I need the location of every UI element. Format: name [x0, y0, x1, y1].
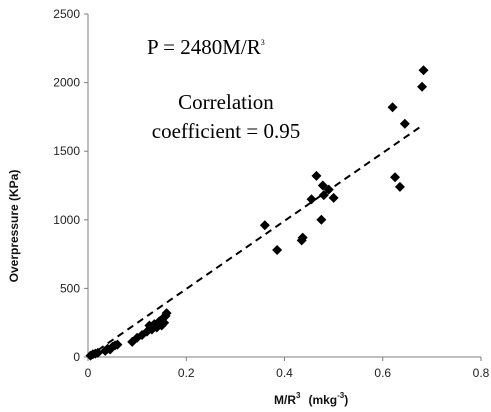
data-point: [323, 184, 334, 195]
x-tick-label: 0.4: [276, 366, 293, 380]
y-tick-label: 500: [60, 281, 80, 295]
x-tick-label: 0.2: [178, 366, 195, 380]
x-tick-label: 0: [85, 366, 92, 380]
data-point: [112, 339, 123, 350]
x-axis-title: M/R3 (mkg-3): [274, 391, 348, 407]
data-point: [92, 347, 103, 358]
y-tick-label: 1500: [53, 144, 80, 158]
data-point: [417, 81, 428, 92]
y-tick-label: 1000: [53, 213, 80, 227]
data-point: [328, 192, 339, 203]
y-tick-label: 2500: [53, 7, 80, 21]
data-point: [159, 317, 170, 328]
data-point: [318, 190, 329, 201]
equation-main: P = 2480M/R: [147, 35, 261, 59]
equation-annotation: P = 2480M/R3: [147, 35, 265, 59]
data-point: [161, 308, 172, 319]
data-point: [399, 118, 410, 129]
x-tick-label: 0.8: [473, 366, 490, 380]
data-point: [272, 244, 283, 255]
x-tick-labels: 0 0.2 0.4 0.6 0.8: [85, 357, 490, 380]
correlation-line1: Correlation: [178, 90, 274, 114]
correlation-line2: coefficient = 0.95: [152, 119, 301, 143]
data-point: [316, 214, 327, 225]
data-point: [418, 65, 429, 76]
x-tick-label: 0.6: [374, 366, 391, 380]
trendline: [87, 124, 423, 358]
y-axis-title: Overpressure (KPa): [7, 170, 21, 283]
x-axis-title-main: M/R: [274, 393, 296, 407]
data-point: [306, 194, 317, 205]
data-point: [387, 102, 398, 113]
y-tick-label: 0: [73, 350, 80, 364]
equation-superscript: 3: [261, 38, 265, 47]
x-axis-unit-pre: (mkg: [308, 393, 337, 407]
data-points: [85, 65, 429, 361]
data-point: [259, 220, 270, 231]
y-tick-label: 2000: [53, 76, 80, 90]
y-tick-labels: 0 500 1000 1500 2000 2500: [53, 7, 88, 364]
x-axis-unit-post: ): [344, 393, 348, 407]
x-axis-title-sup: 3: [296, 391, 301, 400]
data-point: [297, 232, 308, 243]
data-point: [317, 180, 328, 191]
data-point: [390, 172, 401, 183]
data-point: [311, 170, 322, 181]
data-point: [394, 181, 405, 192]
x-axis-unit-sup: -3: [337, 391, 345, 400]
